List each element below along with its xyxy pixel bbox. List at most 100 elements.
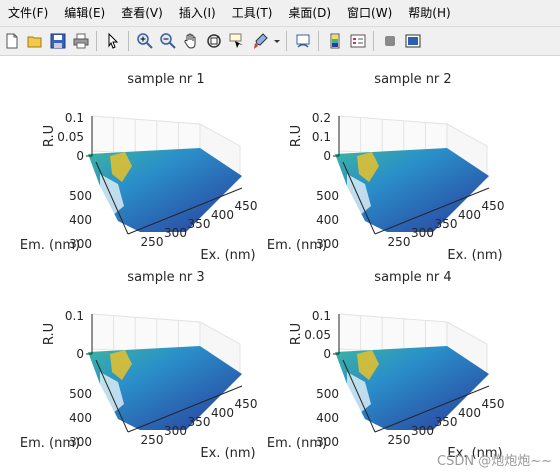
subplot-title: sample nr 3: [127, 270, 204, 285]
z-axis-label: R.U: [289, 125, 304, 147]
z-tick-label: 0.1: [312, 130, 331, 144]
y-axis-label: Em. (nm): [20, 436, 80, 451]
menu-tools[interactable]: 工具(T): [231, 6, 273, 20]
menu-window[interactable]: 窗口(W): [347, 6, 393, 20]
x-axis: [127, 187, 243, 235]
surface-peak: [357, 350, 379, 380]
new-figure-icon[interactable]: [1, 30, 23, 52]
save-icon[interactable]: [47, 30, 69, 52]
surface-peak: [110, 350, 132, 380]
link-plot-icon[interactable]: [292, 30, 314, 52]
menu-view[interactable]: 查看(V): [121, 6, 163, 20]
y-tick-label: 300: [69, 435, 92, 449]
x-tick-label: 350: [435, 415, 458, 429]
menu-file[interactable]: 文件(F): [8, 6, 49, 20]
brush-dropdown-icon[interactable]: [272, 30, 282, 52]
x-tick-label: 400: [211, 208, 234, 222]
z-tick-label: 0.05: [57, 130, 84, 144]
z-tick-label: 0: [76, 347, 84, 361]
y-tick-label: 400: [69, 213, 92, 227]
x-tick-label: 400: [458, 208, 481, 222]
x-tick-label: 350: [188, 217, 211, 231]
surface-peak: [357, 152, 379, 182]
open-icon[interactable]: [24, 30, 46, 52]
y-tick-label: 500: [69, 189, 92, 203]
x-axis: [374, 187, 490, 235]
z-tick-label: 0: [323, 149, 331, 163]
y-axis: [342, 359, 376, 433]
z-tick-label: 0.05: [304, 328, 331, 342]
z-axis-label: R.U: [42, 323, 57, 345]
x-tick-label: 250: [388, 433, 411, 447]
show-plot-tools-icon[interactable]: [402, 30, 424, 52]
menu-desktop[interactable]: 桌面(D): [288, 6, 332, 20]
toolbar-separator: [373, 31, 374, 51]
x-tick-label: 350: [188, 415, 211, 429]
z-tick-label: 0.1: [312, 309, 331, 323]
x-axis-label: Ex. (nm): [447, 248, 502, 263]
y-axis-label: Em. (nm): [267, 238, 327, 253]
menu-edit[interactable]: 编辑(E): [64, 6, 106, 20]
x-tick-label: 450: [235, 199, 258, 213]
subplot-title: sample nr 4: [374, 270, 451, 285]
insert-legend-icon[interactable]: [347, 30, 369, 52]
subplot-title: sample nr 1: [127, 72, 204, 87]
menu-insert[interactable]: 插入(I): [178, 6, 216, 20]
z-tick-label: 0.2: [312, 111, 331, 125]
zoom-in-icon[interactable]: [134, 30, 156, 52]
x-axis-label: Ex. (nm): [200, 446, 255, 461]
zoom-out-icon[interactable]: [157, 30, 179, 52]
subplot-title: sample nr 2: [374, 72, 451, 87]
z-axis: [333, 314, 340, 355]
x-tick-label: 250: [141, 235, 164, 249]
surface-peak: [110, 152, 132, 182]
brush-icon[interactable]: [249, 30, 271, 52]
x-axis: [127, 385, 243, 433]
rotate-3d-icon[interactable]: [203, 30, 225, 52]
z-axis: [86, 314, 93, 355]
y-tick-label: 400: [316, 213, 339, 227]
menu-bar: 文件(F) 编辑(E) 查看(V) 插入(I) 工具(T) 桌面(D) 窗口(W…: [0, 0, 560, 26]
toolbar-separator: [128, 31, 129, 51]
y-tick-label: 500: [316, 387, 339, 401]
figure-canvas[interactable]: sample nr 1 0.1 0.05 0 R.U 500 400 300 Em. (nm) 2…: [0, 56, 560, 475]
y-tick-label: 300: [316, 237, 339, 251]
y-tick-label: 300: [69, 237, 92, 251]
x-axis-label: Ex. (nm): [447, 446, 502, 461]
insert-colorbar-icon[interactable]: [324, 30, 346, 52]
y-tick-label: 400: [316, 411, 339, 425]
x-tick-label: 300: [164, 226, 187, 240]
x-tick-label: 300: [164, 424, 187, 438]
figure-toolbar: [0, 26, 560, 56]
x-axis-label: Ex. (nm): [200, 248, 255, 263]
x-tick-label: 450: [235, 397, 258, 411]
y-axis: [95, 161, 129, 235]
toolbar-separator: [286, 31, 287, 51]
pan-hand-icon[interactable]: [180, 30, 202, 52]
y-tick-label: 400: [69, 411, 92, 425]
x-tick-label: 450: [482, 199, 505, 213]
pointer-icon[interactable]: [102, 30, 124, 52]
z-tick-label: 0: [323, 347, 331, 361]
y-tick-label: 500: [69, 387, 92, 401]
x-tick-label: 450: [482, 397, 505, 411]
y-axis: [95, 359, 129, 433]
y-tick-label: 500: [316, 189, 339, 203]
x-tick-label: 300: [411, 424, 434, 438]
z-axis: [333, 116, 340, 157]
x-tick-label: 400: [458, 406, 481, 420]
y-tick-label: 300: [316, 435, 339, 449]
print-icon[interactable]: [70, 30, 92, 52]
x-axis: [374, 385, 490, 433]
z-axis-label: R.U: [42, 125, 57, 147]
menu-help[interactable]: 帮助(H): [408, 6, 451, 20]
hide-plot-tools-icon[interactable]: [379, 30, 401, 52]
z-tick-label: 0: [76, 149, 84, 163]
x-tick-label: 300: [411, 226, 434, 240]
data-cursor-icon[interactable]: [226, 30, 248, 52]
x-tick-label: 250: [141, 433, 164, 447]
